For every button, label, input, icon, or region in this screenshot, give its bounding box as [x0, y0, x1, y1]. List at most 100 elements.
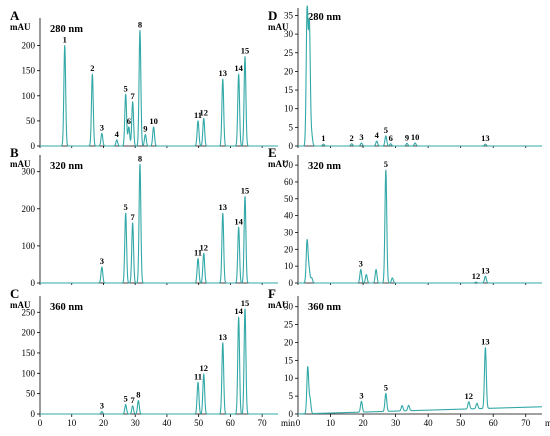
y-tick-label: 20: [284, 244, 294, 254]
y-axis-unit: mAU: [10, 159, 31, 169]
peak-label: 12: [472, 271, 481, 281]
peak-label: 7: [131, 395, 136, 405]
chromatogram-trace: [39, 163, 279, 284]
y-tick-label: 0: [31, 278, 36, 288]
peak-label: 4: [115, 129, 120, 139]
peak-label: 3: [100, 122, 104, 132]
y-tick-label: 200: [22, 41, 36, 51]
chromatogram-trace: [297, 5, 543, 147]
peak-label: 3: [359, 132, 363, 142]
y-tick-label: 10: [284, 104, 294, 114]
peak-label: 13: [481, 337, 490, 347]
chromatogram-trace: [297, 347, 543, 415]
x-tick-label: 70: [521, 418, 531, 428]
y-tick-label: 20: [284, 66, 294, 76]
peak-label: 2: [350, 133, 354, 143]
peak-label: 1: [63, 35, 67, 45]
y-tick-label: 15: [284, 85, 294, 95]
peak-label: 14: [234, 216, 243, 226]
chromatogram-trace: [297, 169, 543, 284]
wavelength-label: 360 nm: [50, 302, 83, 313]
x-tick-label: 60: [489, 418, 499, 428]
wavelength-label: 280 nm: [308, 12, 341, 23]
peak-label: 6: [389, 133, 393, 143]
y-tick-label: 50: [26, 116, 36, 126]
y-tick-label: 5: [289, 391, 294, 401]
y-tick-label: 30: [284, 227, 294, 237]
y-tick-label: 25: [284, 48, 294, 58]
peak-label: 1: [321, 133, 325, 143]
peak-label: 5: [124, 394, 128, 404]
x-tick-label: 20: [359, 418, 369, 428]
x-axis-unit: min: [281, 418, 296, 428]
peak-label: 11: [194, 110, 202, 120]
panel-f: 0 5 10 15 20 25 30 0 10 20 30 40 50 60 70 min F 360 nm mAU…: [268, 286, 550, 428]
y-tick-label: 30: [284, 302, 294, 312]
x-tick-label: 70: [258, 418, 268, 428]
y-axis-unit: mAU: [10, 22, 31, 32]
peak-label: 3: [359, 259, 363, 269]
y-tick-label: 0: [31, 409, 36, 419]
y-tick-label: 35: [284, 10, 294, 20]
wavelength-label: 320 nm: [308, 161, 341, 172]
y-tick-label: 70: [284, 160, 294, 170]
peak-label: 7: [131, 91, 136, 101]
x-tick-label: 40: [162, 418, 172, 428]
panel-letter: C: [10, 286, 19, 301]
y-tick-label: 0: [289, 409, 294, 419]
y-tick-label: 10: [284, 261, 294, 271]
y-tick-label: 100: [22, 91, 36, 101]
y-tick-label: 15: [284, 355, 294, 365]
peak-label: 12: [465, 391, 474, 401]
peak-label: 5: [384, 125, 388, 135]
x-tick-label: 20: [99, 418, 109, 428]
peak-label: 4: [375, 130, 380, 140]
y-tick-label: 10: [284, 373, 294, 383]
peak-label: 5: [384, 159, 388, 169]
peak-label: 5: [384, 383, 388, 393]
peak-label: 9: [143, 123, 147, 133]
peak-label: 13: [481, 133, 490, 143]
y-tick-label: 100: [22, 368, 36, 378]
chromatogram-trace: [39, 308, 279, 415]
y-tick-label: 0: [31, 141, 36, 151]
x-tick-label: 10: [67, 418, 77, 428]
x-tick-label: 50: [456, 418, 466, 428]
wavelength-label: 280 nm: [50, 24, 83, 35]
y-axis-unit: mAU: [268, 159, 289, 169]
x-tick-label: 60: [226, 418, 236, 428]
x-tick-label: 50: [194, 418, 204, 428]
peak-label: 14: [234, 63, 243, 73]
peak-label: 13: [219, 332, 228, 342]
peak-label: 14: [234, 306, 243, 316]
peak-label: 5: [124, 202, 128, 212]
peak-label: 3: [100, 256, 104, 266]
peak-label: 15: [241, 298, 250, 308]
wavelength-label: 320 nm: [50, 161, 83, 172]
peak-label: 12: [199, 363, 208, 373]
peak-label: 13: [481, 265, 490, 275]
y-tick-label: 50: [284, 194, 294, 204]
peak-label: 13: [219, 68, 228, 78]
peak-label: 3: [359, 390, 363, 400]
peak-label: 15: [241, 46, 250, 56]
wavelength-label: 360 nm: [308, 302, 341, 313]
peak-label: 8: [136, 390, 140, 400]
y-tick-label: 40: [284, 211, 294, 221]
y-tick-label: 25: [284, 320, 294, 330]
x-tick-label: 0: [296, 418, 301, 428]
y-tick-label: 150: [22, 66, 36, 76]
y-tick-label: 0: [289, 141, 294, 151]
x-axis-unit: min: [545, 418, 550, 428]
panel-letter: D: [268, 8, 277, 23]
chromatogram-trace: [39, 29, 279, 147]
peak-label: 11: [194, 248, 202, 258]
x-tick-label: 0: [38, 418, 43, 428]
y-tick-label: 250: [22, 307, 36, 317]
y-tick-label: 150: [22, 348, 36, 358]
y-axis-unit: mAU: [268, 300, 289, 310]
